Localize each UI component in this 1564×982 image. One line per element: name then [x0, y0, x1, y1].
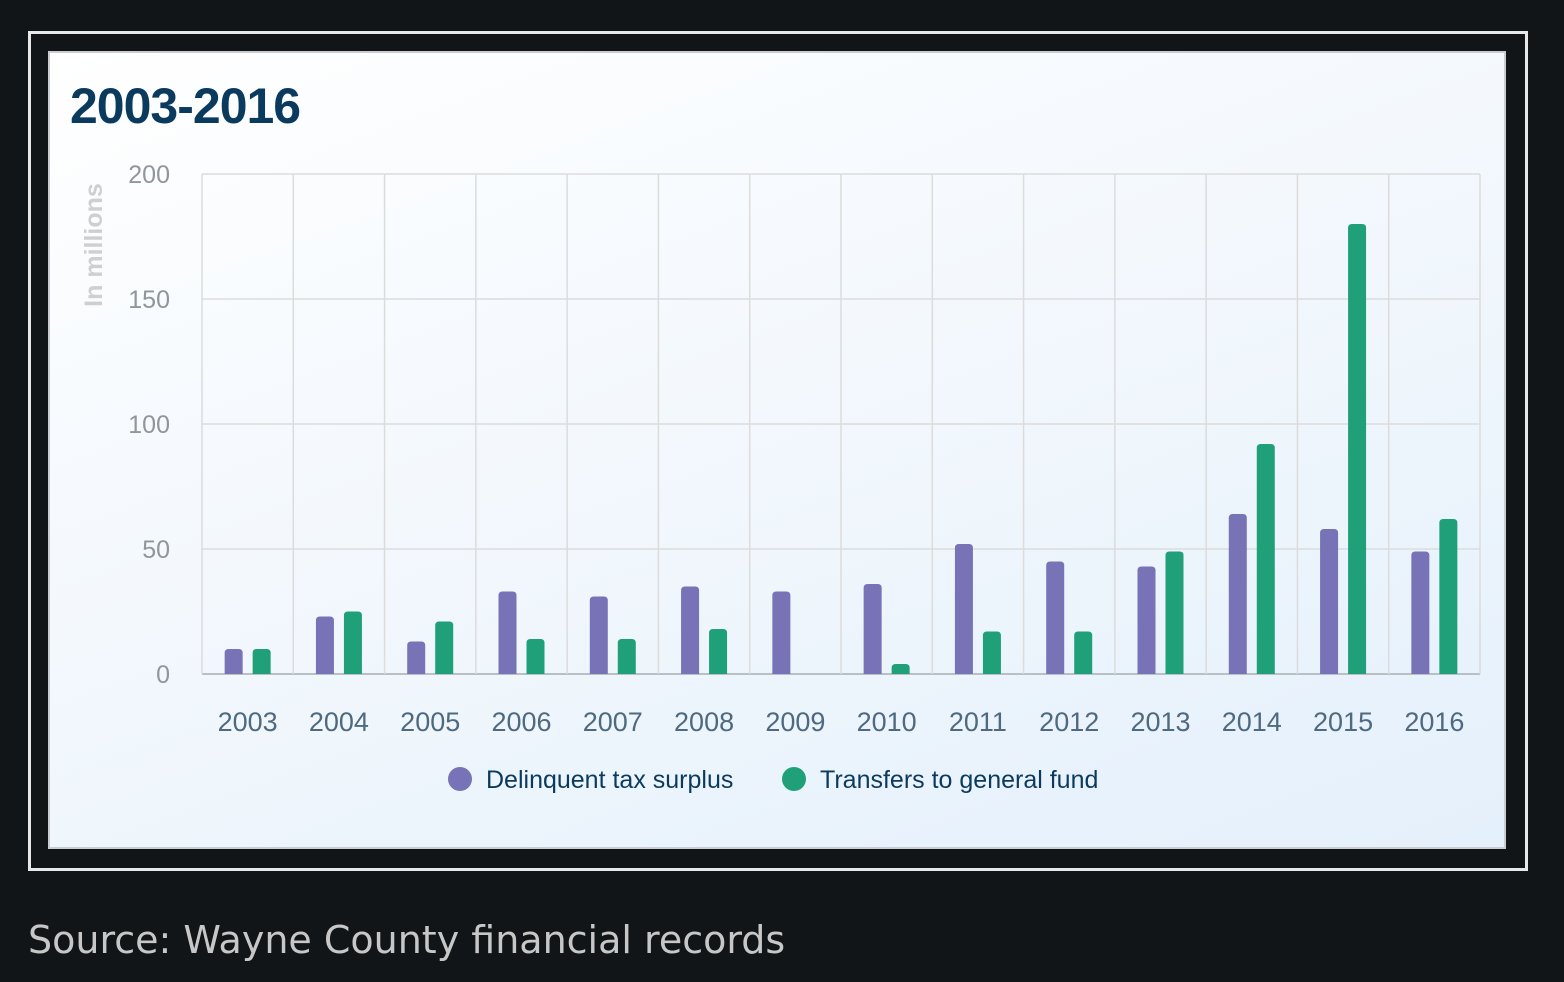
bar-transfers-to-general-fund-2015[interactable] [1348, 224, 1367, 674]
x-tick-label: 2014 [1222, 707, 1282, 737]
bar-transfers-to-general-fund-2012[interactable] [1074, 631, 1093, 675]
bar-transfers-to-general-fund-2006[interactable] [526, 639, 545, 674]
bar-delinquent-tax-surplus-2003[interactable] [224, 649, 243, 674]
y-tick-label: 50 [142, 536, 170, 564]
bar-delinquent-tax-surplus-2010[interactable] [863, 584, 882, 674]
grid-layer [201, 173, 1481, 675]
x-tick-label: 2011 [949, 707, 1007, 737]
bar-transfers-to-general-fund-2005[interactable] [435, 621, 454, 675]
chart-card: 2003-2016 0 50 100 150 200 In millions 2003 200… [48, 51, 1506, 849]
source-caption: Source: Wayne County financial records [28, 918, 786, 962]
x-tick-label: 2004 [309, 707, 369, 737]
bar-delinquent-tax-surplus-2007[interactable] [589, 596, 608, 675]
y-axis-label: In millions [80, 183, 108, 307]
bar-delinquent-tax-surplus-2006[interactable] [498, 591, 517, 675]
bar-chart: 0 50 100 150 200 In millions 2003 2004 2005 2006 2… [80, 161, 1481, 794]
legend[interactable]: Delinquent tax surplus Transfers to gener… [448, 766, 1098, 794]
labels-layer: 0 50 100 150 200 In millions 2003 2004 2005 2006 2… [80, 161, 1464, 737]
bar-transfers-to-general-fund-2010[interactable] [891, 664, 910, 674]
chart-title: 2003-2016 [70, 78, 301, 134]
x-tick-label: 2012 [1039, 707, 1099, 737]
x-tick-label: 2016 [1404, 707, 1464, 737]
legend-item-transfers-to-general-fund[interactable]: Transfers to general fund [782, 766, 1098, 794]
x-tick-label: 2009 [765, 707, 825, 737]
bar-delinquent-tax-surplus-2012[interactable] [1046, 561, 1065, 675]
bar-transfers-to-general-fund-2004[interactable] [343, 611, 362, 675]
bar-transfers-to-general-fund-2011[interactable] [982, 631, 1001, 675]
bar-transfers-to-general-fund-2014[interactable] [1256, 444, 1275, 674]
legend-label: Delinquent tax surplus [486, 766, 733, 794]
legend-swatch [782, 767, 806, 791]
bar-delinquent-tax-surplus-2009[interactable] [772, 591, 791, 675]
bar-transfers-to-general-fund-2003[interactable] [252, 649, 271, 674]
bar-delinquent-tax-surplus-2013[interactable] [1137, 566, 1156, 675]
y-tick-label: 0 [156, 661, 170, 689]
bar-delinquent-tax-surplus-2004[interactable] [315, 616, 334, 675]
y-tick-label: 100 [128, 411, 170, 439]
bar-delinquent-tax-surplus-2011[interactable] [954, 544, 973, 674]
legend-swatch [448, 767, 472, 791]
x-tick-label: 2015 [1313, 707, 1373, 737]
bar-transfers-to-general-fund-2007[interactable] [617, 639, 636, 674]
x-tick-label: 2006 [491, 707, 551, 737]
bar-delinquent-tax-surplus-2008[interactable] [681, 586, 700, 675]
x-tick-label: 2013 [1130, 707, 1190, 737]
x-tick-label: 2010 [857, 707, 917, 737]
bar-delinquent-tax-surplus-2015[interactable] [1320, 529, 1339, 674]
bar-transfers-to-general-fund-2013[interactable] [1165, 551, 1184, 675]
bar-transfers-to-general-fund-2008[interactable] [709, 629, 728, 674]
y-tick-label: 150 [128, 286, 170, 314]
legend-item-delinquent-tax-surplus[interactable]: Delinquent tax surplus [448, 766, 733, 794]
bar-delinquent-tax-surplus-2005[interactable] [407, 641, 426, 675]
x-tick-label: 2003 [218, 707, 278, 737]
bar-delinquent-tax-surplus-2014[interactable] [1228, 514, 1247, 674]
x-tick-label: 2008 [674, 707, 734, 737]
bar-delinquent-tax-surplus-2016[interactable] [1411, 551, 1430, 675]
x-tick-label: 2007 [583, 707, 643, 737]
bars-layer [224, 224, 1458, 675]
bar-transfers-to-general-fund-2016[interactable] [1439, 519, 1458, 674]
legend-label: Transfers to general fund [820, 766, 1098, 794]
x-tick-label: 2005 [400, 707, 460, 737]
y-tick-label: 200 [128, 161, 170, 189]
